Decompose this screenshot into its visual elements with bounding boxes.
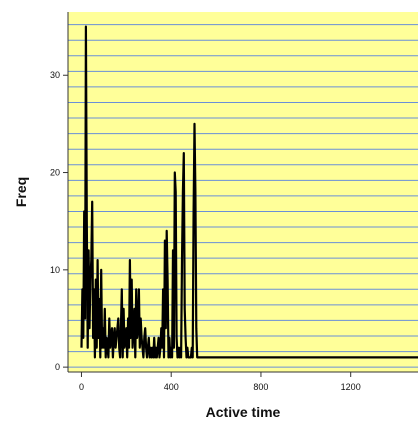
y-tick-label: 30 [50,70,60,80]
y-tick-label: 0 [55,362,60,372]
y-tick-label: 10 [50,265,60,275]
x-tick-label: 400 [164,382,179,392]
x-tick-label: 800 [253,382,268,392]
x-axis-title: Active time [206,404,281,420]
y-tick-label: 20 [50,168,60,178]
x-tick-label: 1200 [341,382,361,392]
y-axis-title: Freq [13,177,29,207]
x-tick-label: 0 [79,382,84,392]
